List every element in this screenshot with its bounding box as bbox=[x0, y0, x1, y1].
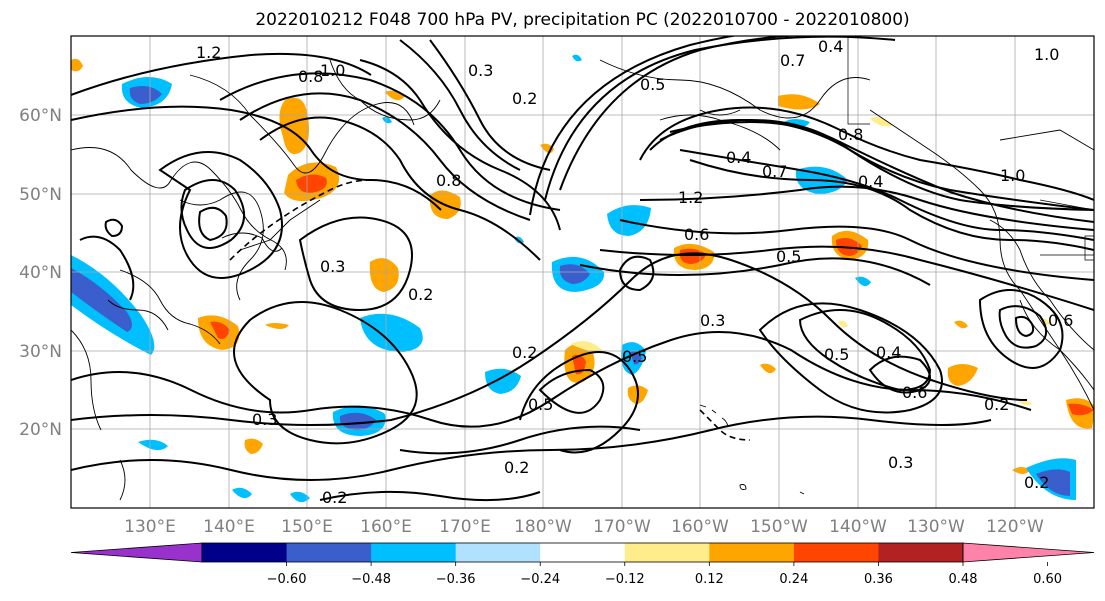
pv-contours bbox=[71, 36, 1094, 502]
contour-label: 0.3 bbox=[468, 61, 493, 80]
lat-label: 40°N bbox=[19, 263, 62, 283]
colorbar-segment bbox=[286, 543, 372, 562]
contour-label: 0.5 bbox=[640, 75, 665, 94]
colorbar-tick-label: 0.48 bbox=[949, 572, 978, 587]
contour-label: 0.2 bbox=[322, 488, 347, 507]
colorbar-tick-label: 0.60 bbox=[1033, 572, 1062, 587]
colorbar-tick-label: 0.36 bbox=[864, 572, 893, 587]
lon-label: 140°E bbox=[203, 517, 255, 537]
contour-label: 1.2 bbox=[678, 188, 703, 207]
colorbar-tick-label: −0.36 bbox=[436, 572, 476, 587]
map-title: 2022010212 F048 700 hPa PV, precipitatio… bbox=[255, 10, 910, 30]
contour-label: 0.5 bbox=[528, 395, 553, 414]
lon-label: 120°W bbox=[986, 517, 1044, 537]
contour-label: 0.5 bbox=[776, 247, 801, 266]
colorbar-segment bbox=[202, 543, 288, 562]
lon-label: 170°E bbox=[439, 517, 491, 537]
lat-label: 30°N bbox=[19, 342, 62, 362]
colorbar: −0.60 −0.48 −0.36 −0.24 −0.12 0.12 0.24 0.36 0.4… bbox=[70, 542, 1095, 587]
lon-label: 130°W bbox=[907, 517, 965, 537]
contour-label: 0.5 bbox=[622, 347, 647, 366]
lon-label: 160°W bbox=[671, 517, 729, 537]
contour-label: 0.8 bbox=[838, 125, 863, 144]
contour-label: 0.7 bbox=[780, 51, 805, 70]
lat-label: 20°N bbox=[19, 420, 62, 440]
graticule bbox=[71, 36, 1094, 508]
contour-label: 0.7 bbox=[762, 162, 787, 181]
lat-labels: 60°N 50°N 40°N 30°N 20°N bbox=[19, 106, 62, 440]
map-plot-area: 1.2 0.8 1.0 0.3 0.2 0.4 0.7 0.5 1.2 0.4 … bbox=[71, 36, 1094, 508]
contour-label: 0.6 bbox=[1048, 311, 1073, 330]
contour-label: 0.4 bbox=[876, 343, 901, 362]
colorbar-tick-label: −0.60 bbox=[267, 572, 307, 587]
lon-label: 150°E bbox=[281, 517, 333, 537]
contour-label: 0.8 bbox=[436, 171, 461, 190]
lat-label: 60°N bbox=[19, 106, 62, 126]
colorbar-segment bbox=[878, 543, 964, 562]
contour-labels: 1.2 0.8 1.0 0.3 0.2 0.4 0.7 0.5 1.2 0.4 … bbox=[196, 37, 1073, 507]
colorbar-segment bbox=[455, 543, 541, 562]
contour-label: 0.3 bbox=[320, 257, 345, 276]
colorbar-tick-label: −0.48 bbox=[351, 572, 391, 587]
lon-labels: 130°E 140°E 150°E 160°E 170°E 180°W 170°… bbox=[124, 517, 1044, 537]
lon-label: 170°W bbox=[593, 517, 651, 537]
contour-label: 1.2 bbox=[196, 43, 221, 62]
contour-label: 0.4 bbox=[726, 148, 751, 167]
contour-label: 0.4 bbox=[818, 37, 843, 56]
colorbar-segment bbox=[371, 543, 457, 562]
dashed-contours bbox=[229, 179, 751, 441]
contour-label: 1.0 bbox=[1034, 45, 1059, 64]
colorbar-segment bbox=[709, 543, 795, 562]
lon-label: 160°E bbox=[360, 517, 412, 537]
contour-label: 1.0 bbox=[320, 61, 345, 80]
contour-label: 0.3 bbox=[888, 453, 913, 472]
lon-label: 180°W bbox=[514, 517, 572, 537]
colorbar-segment bbox=[624, 543, 710, 562]
contour-label: 0.4 bbox=[858, 172, 883, 191]
lon-label: 140°W bbox=[829, 517, 887, 537]
colorbar-tick-label: −0.24 bbox=[520, 572, 560, 587]
colorbar-segment bbox=[540, 543, 626, 562]
colorbar-extend-low bbox=[70, 542, 203, 563]
contour-label: 0.6 bbox=[684, 225, 709, 244]
contour-label: 0.3 bbox=[252, 410, 277, 429]
contour-label: 0.3 bbox=[700, 311, 725, 330]
colorbar-frame bbox=[201, 542, 964, 563]
contour-label: 0.8 bbox=[298, 67, 323, 86]
contour-label: 0.2 bbox=[504, 458, 529, 477]
lat-label: 50°N bbox=[19, 185, 62, 205]
contour-label: 0.2 bbox=[512, 89, 537, 108]
contour-label: 0.5 bbox=[824, 345, 849, 364]
lon-label: 150°W bbox=[750, 517, 808, 537]
colorbar-extend-high bbox=[962, 542, 1095, 563]
lon-label: 130°E bbox=[124, 517, 176, 537]
contour-label: 0.2 bbox=[512, 343, 537, 362]
map-frame bbox=[70, 35, 1095, 509]
colorbar-tick-label: 0.24 bbox=[779, 572, 808, 587]
contour-label: 0.2 bbox=[984, 395, 1009, 414]
contour-label: 0.2 bbox=[1024, 473, 1049, 492]
colorbar-segment bbox=[793, 543, 879, 562]
contour-label: 1.0 bbox=[1000, 166, 1025, 185]
colorbar-tick-label: −0.12 bbox=[605, 572, 645, 587]
contour-label: 0.6 bbox=[902, 383, 927, 402]
colorbar-tick-label: 0.12 bbox=[695, 572, 724, 587]
contour-label: 0.2 bbox=[408, 285, 433, 304]
